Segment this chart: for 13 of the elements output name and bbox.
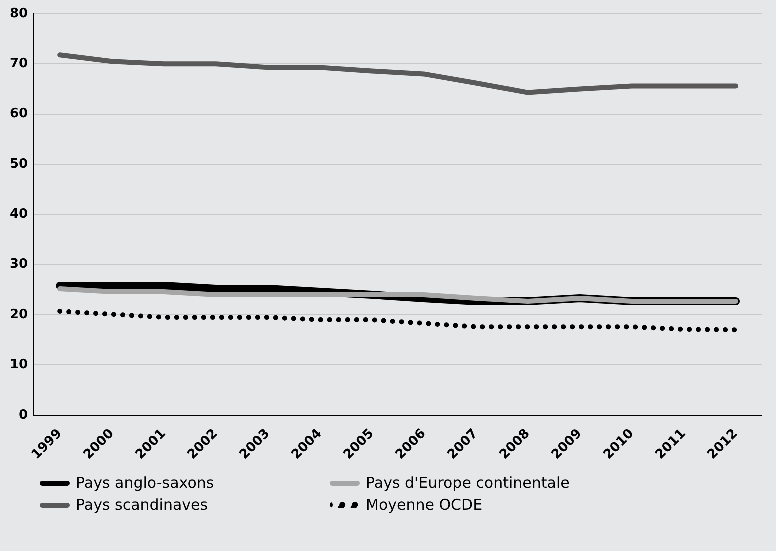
legend-label: Pays scandinaves: [76, 496, 208, 514]
y-tick-label: 10: [10, 358, 28, 373]
y-tick-label: 50: [10, 156, 28, 172]
legend-label: Pays anglo-saxons: [76, 474, 214, 492]
legend-label: Moyenne OCDE: [366, 496, 483, 514]
y-tick-label: 0: [19, 408, 28, 423]
y-tick-label: 60: [10, 106, 28, 122]
y-tick-label: 70: [10, 56, 28, 72]
y-tick-label: 30: [10, 257, 28, 272]
legend-label: Pays d'Europe continentale: [366, 474, 570, 492]
y-tick-label: 40: [10, 207, 28, 222]
y-tick-label: 80: [10, 6, 28, 22]
y-tick-label: 20: [10, 307, 28, 322]
